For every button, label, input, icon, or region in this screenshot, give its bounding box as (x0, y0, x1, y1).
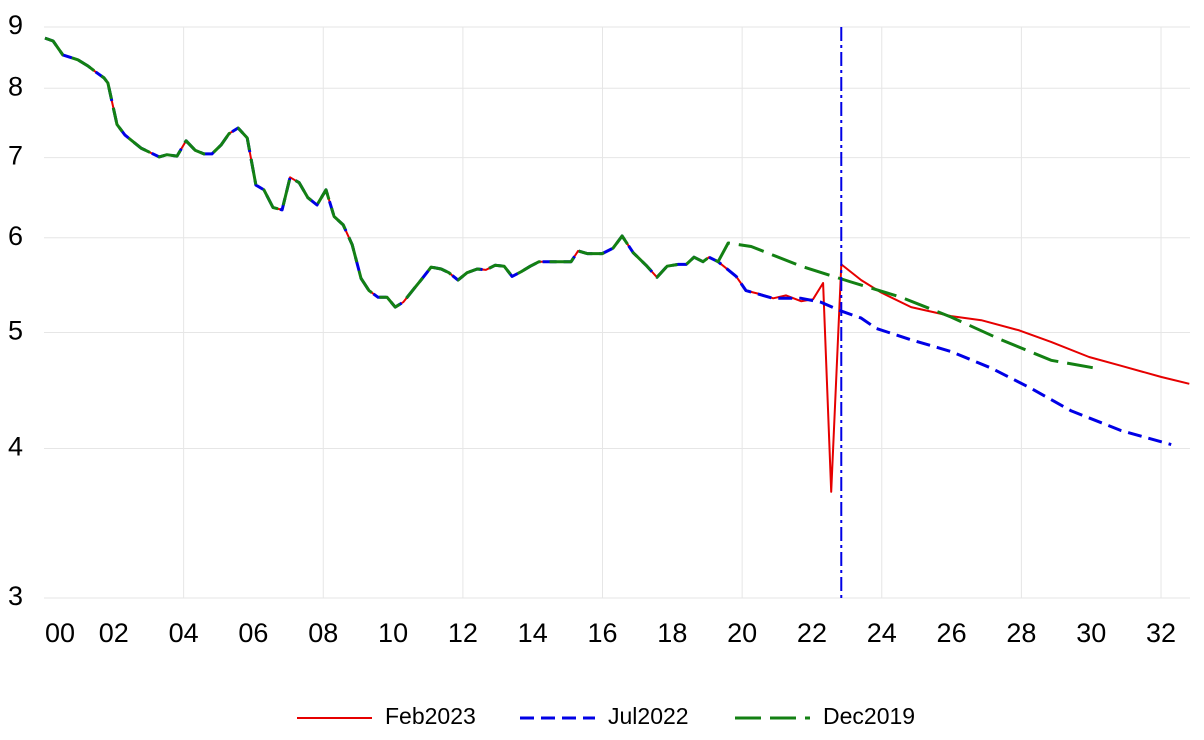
x-tick-label: 24 (867, 618, 897, 648)
y-tick-label: 9 (8, 10, 23, 40)
y-tick-label: 3 (8, 581, 23, 611)
y-tick-label: 6 (8, 221, 23, 251)
x-tick-label: 14 (518, 618, 548, 648)
x-tick-label: 00 (45, 618, 75, 648)
x-tick-label: 20 (727, 618, 757, 648)
x-tick-label: 02 (99, 618, 129, 648)
x-tick-label: 12 (448, 618, 478, 648)
legend-label: Feb2023 (385, 703, 476, 729)
y-tick-label: 4 (8, 432, 23, 462)
y-tick-label: 5 (8, 316, 23, 346)
legend-label: Jul2022 (608, 703, 689, 729)
x-tick-label: 32 (1146, 618, 1176, 648)
series-line (44, 36, 1095, 370)
x-tick-label: 06 (238, 618, 268, 648)
x-tick-label: 18 (657, 618, 687, 648)
x-tick-label: 16 (587, 618, 617, 648)
series-line (44, 37, 1190, 493)
x-tick-label: 04 (169, 618, 199, 648)
x-tick-label: 08 (308, 618, 338, 648)
x-tick-label: 30 (1076, 618, 1106, 648)
x-tick-label: 22 (797, 618, 827, 648)
x-tick-label: 10 (378, 618, 408, 648)
x-tick-label: 28 (1006, 618, 1036, 648)
y-tick-label: 8 (8, 71, 23, 101)
series-line (44, 36, 1172, 447)
y-tick-label: 7 (8, 141, 23, 171)
x-tick-label: 26 (937, 618, 967, 648)
legend-label: Dec2019 (823, 703, 915, 729)
